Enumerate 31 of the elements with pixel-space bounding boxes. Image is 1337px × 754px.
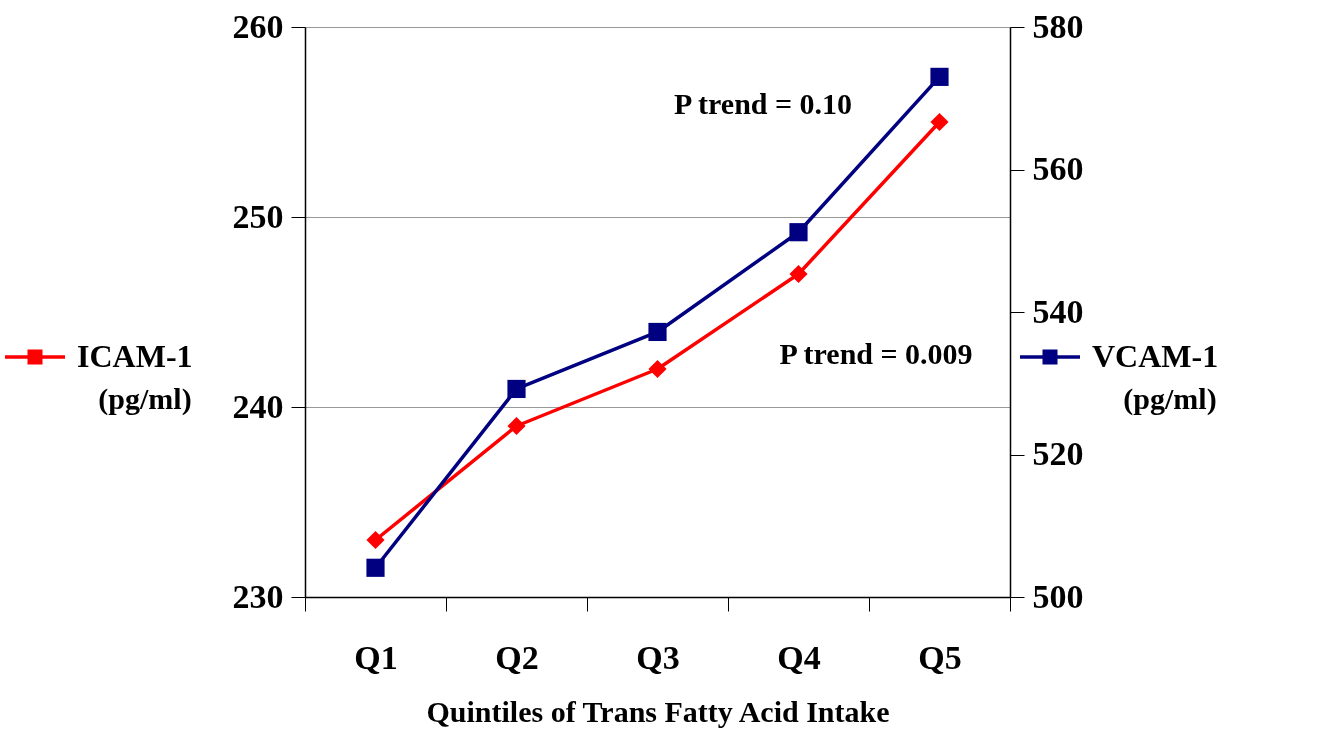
point xyxy=(930,112,949,132)
legend-label: ICAM-1 xyxy=(77,338,193,374)
legend-label: VCAM-1 xyxy=(1092,338,1219,374)
y2-tick-label: 580 xyxy=(1032,7,1084,45)
point xyxy=(507,379,526,399)
y-tick-label: 250 xyxy=(232,197,284,235)
point xyxy=(366,530,385,550)
x-tick-label: Q1 xyxy=(354,638,398,676)
x-tick-label: Q3 xyxy=(636,638,680,676)
point xyxy=(930,67,949,86)
y2-tick-label: 560 xyxy=(1032,150,1084,187)
y2-tick-label: 500 xyxy=(1032,577,1084,615)
point xyxy=(366,558,385,577)
point xyxy=(789,223,808,242)
y-tick-label: 260 xyxy=(232,7,284,45)
y2-tick-label: 520 xyxy=(1032,435,1084,472)
x-tick-label: Q5 xyxy=(918,638,962,676)
point xyxy=(648,359,667,379)
x-tick-label: Q4 xyxy=(777,638,821,676)
point xyxy=(789,264,808,284)
annotation: P trend = 0.10 xyxy=(673,87,853,120)
point xyxy=(507,416,526,436)
annotation: P trend = 0.009 xyxy=(779,337,973,370)
x-tick-label: Q2 xyxy=(495,638,539,676)
y-tick-label: 230 xyxy=(232,577,284,615)
y2-axis-title: (pg/ml) xyxy=(1123,382,1217,416)
point xyxy=(648,322,667,342)
y2-tick-label: 540 xyxy=(1032,292,1084,330)
y-tick-label: 240 xyxy=(232,387,284,425)
x-axis-title: Quintiles of Trans Fatty Acid Intake xyxy=(426,694,890,728)
y-axis-title: (pg/ml) xyxy=(98,382,192,416)
